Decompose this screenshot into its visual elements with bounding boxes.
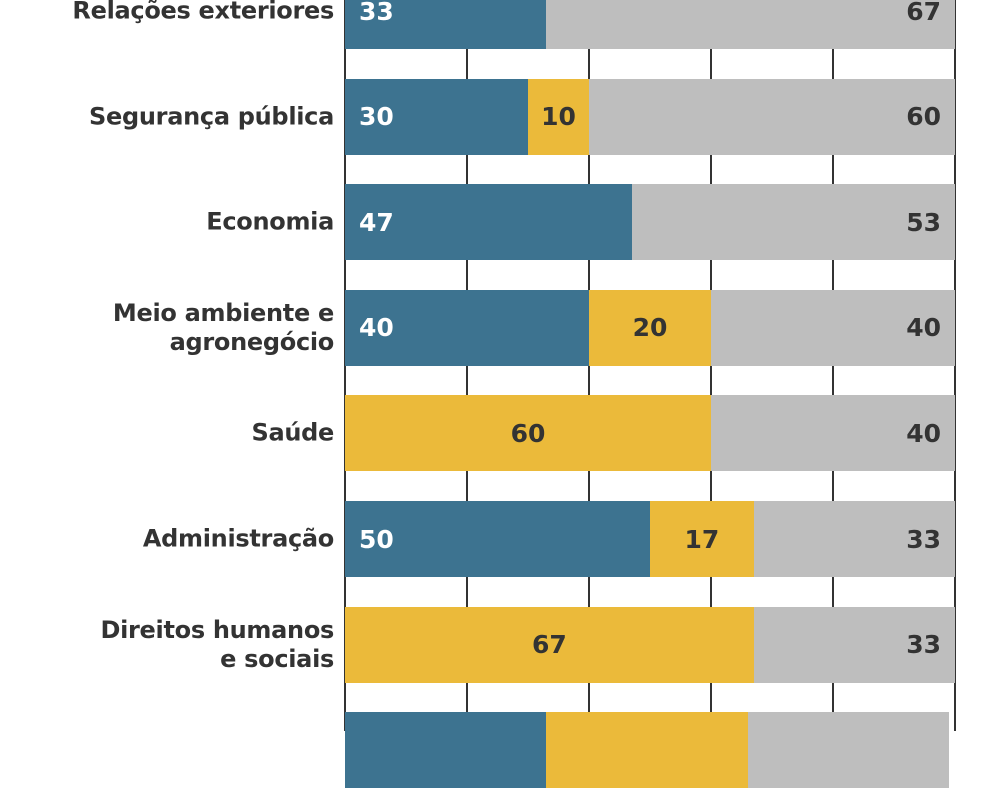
data-label: 30 — [359, 102, 394, 132]
bar-segment: 53 — [631, 184, 955, 261]
category-label-line: Economia — [206, 207, 334, 236]
data-label: 20 — [632, 313, 668, 343]
category-label-line: Direitos humanos — [100, 615, 334, 644]
data-label: 10 — [541, 102, 576, 132]
data-label: 60 — [510, 418, 546, 448]
category-label-line: e sociais — [220, 644, 334, 673]
data-label: 40 — [359, 313, 394, 343]
data-label: 67 — [906, 0, 941, 26]
category-label-line: Administração — [142, 524, 334, 553]
bar-segment: 67 — [546, 0, 955, 49]
category-label: Segurança pública — [4, 102, 334, 131]
bar-segment: 40 — [711, 289, 955, 366]
bar-segment — [747, 712, 949, 788]
data-label: 67 — [531, 630, 567, 660]
data-label: 53 — [906, 207, 941, 237]
gridline — [954, 0, 956, 731]
data-label: 33 — [359, 0, 394, 26]
category-label-line: Relações exteriores — [72, 0, 334, 25]
bar-segment: 47 — [345, 184, 632, 261]
bar-segment: 33 — [753, 606, 955, 683]
bar-segment: 30 — [345, 78, 528, 155]
category-label: Saúde — [4, 419, 334, 448]
category-label-line: Meio ambiente e — [112, 298, 334, 327]
category-label: Administração — [4, 525, 334, 554]
bar-segment: 33 — [345, 0, 547, 49]
data-label: 50 — [359, 524, 394, 554]
category-label: Meio ambiente e agronegócio — [4, 299, 334, 357]
data-label: 17 — [684, 524, 720, 554]
stacked-bar-chart: 33 67 Relações exteriores 30 10 60 Segurança p… — [4, 0, 956, 788]
data-label: 33 — [906, 524, 941, 554]
bar-segment: 60 — [345, 395, 711, 472]
category-label: Economia — [4, 208, 334, 237]
bar-segment: 67 — [345, 606, 754, 683]
bar-segment: 17 — [650, 501, 754, 577]
category-label: Direitos humanos e sociais — [4, 616, 334, 674]
bar-segment: 40 — [711, 395, 955, 472]
bar-segment — [546, 712, 748, 788]
bar-segment: 60 — [589, 78, 955, 155]
bar-segment — [345, 712, 547, 788]
category-label-line: agronegócio — [169, 327, 335, 356]
data-label: 47 — [359, 207, 394, 237]
bar-segment: 50 — [345, 501, 650, 577]
bar-segment: 10 — [528, 78, 589, 155]
bar-segment: 40 — [345, 289, 589, 366]
category-label-line: Segurança pública — [89, 102, 334, 131]
category-label: Relações exteriores — [4, 0, 334, 26]
data-label: 33 — [906, 630, 941, 660]
data-label: 60 — [906, 102, 941, 132]
data-label: 40 — [906, 313, 941, 343]
category-label-line: Saúde — [251, 418, 334, 447]
bar-segment: 33 — [753, 501, 955, 577]
data-label: 40 — [906, 418, 941, 448]
bar-segment: 20 — [589, 289, 711, 366]
